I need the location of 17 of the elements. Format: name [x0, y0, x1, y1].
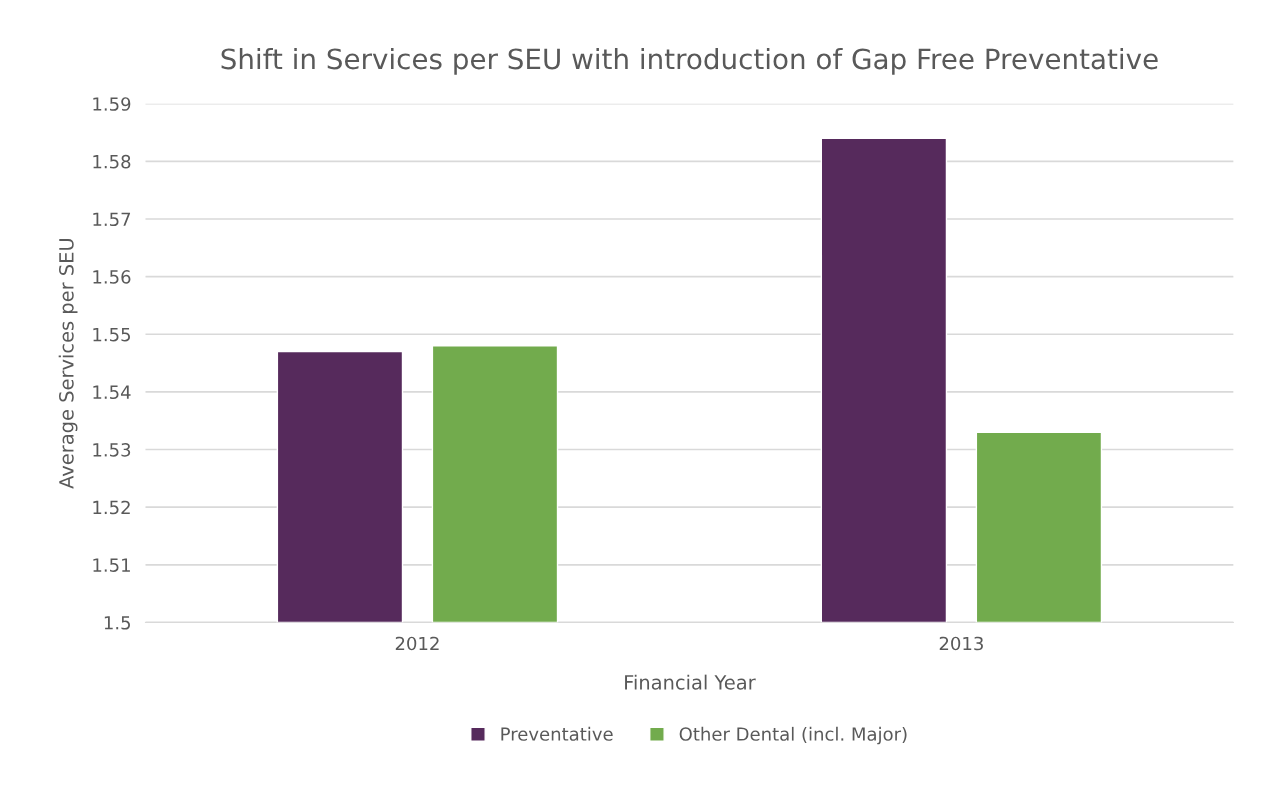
- chart-title: Shift in Services per SEU with introduction of Gap Free Preventative: [221, 47, 1158, 75]
- y-tick-label: 1.51: [93, 558, 130, 572]
- legend-label: Preventative: [501, 726, 613, 741]
- y-tick-label: 1.55: [93, 327, 131, 342]
- x-axis-title: Financial Year: [625, 674, 756, 690]
- y-axis-title: Average Services per SEU: [58, 239, 78, 489]
- y-tick-label: 1.58: [93, 154, 131, 169]
- y-tick-label: 1.54: [93, 385, 131, 400]
- y-tick-label: 1.52: [93, 500, 130, 515]
- y-tick-label: 1.53: [93, 443, 131, 457]
- y-tick-label: 1.5: [104, 616, 131, 630]
- x-tick-label: 2013: [939, 636, 983, 651]
- y-tick-label: 1.57: [93, 212, 131, 227]
- x-tick-label: 2012: [395, 636, 439, 651]
- y-tick-label: 1.56: [93, 270, 131, 284]
- legend-label: Other Dental (incl. Major): [679, 726, 907, 745]
- y-tick-label: 1.59: [93, 97, 131, 111]
